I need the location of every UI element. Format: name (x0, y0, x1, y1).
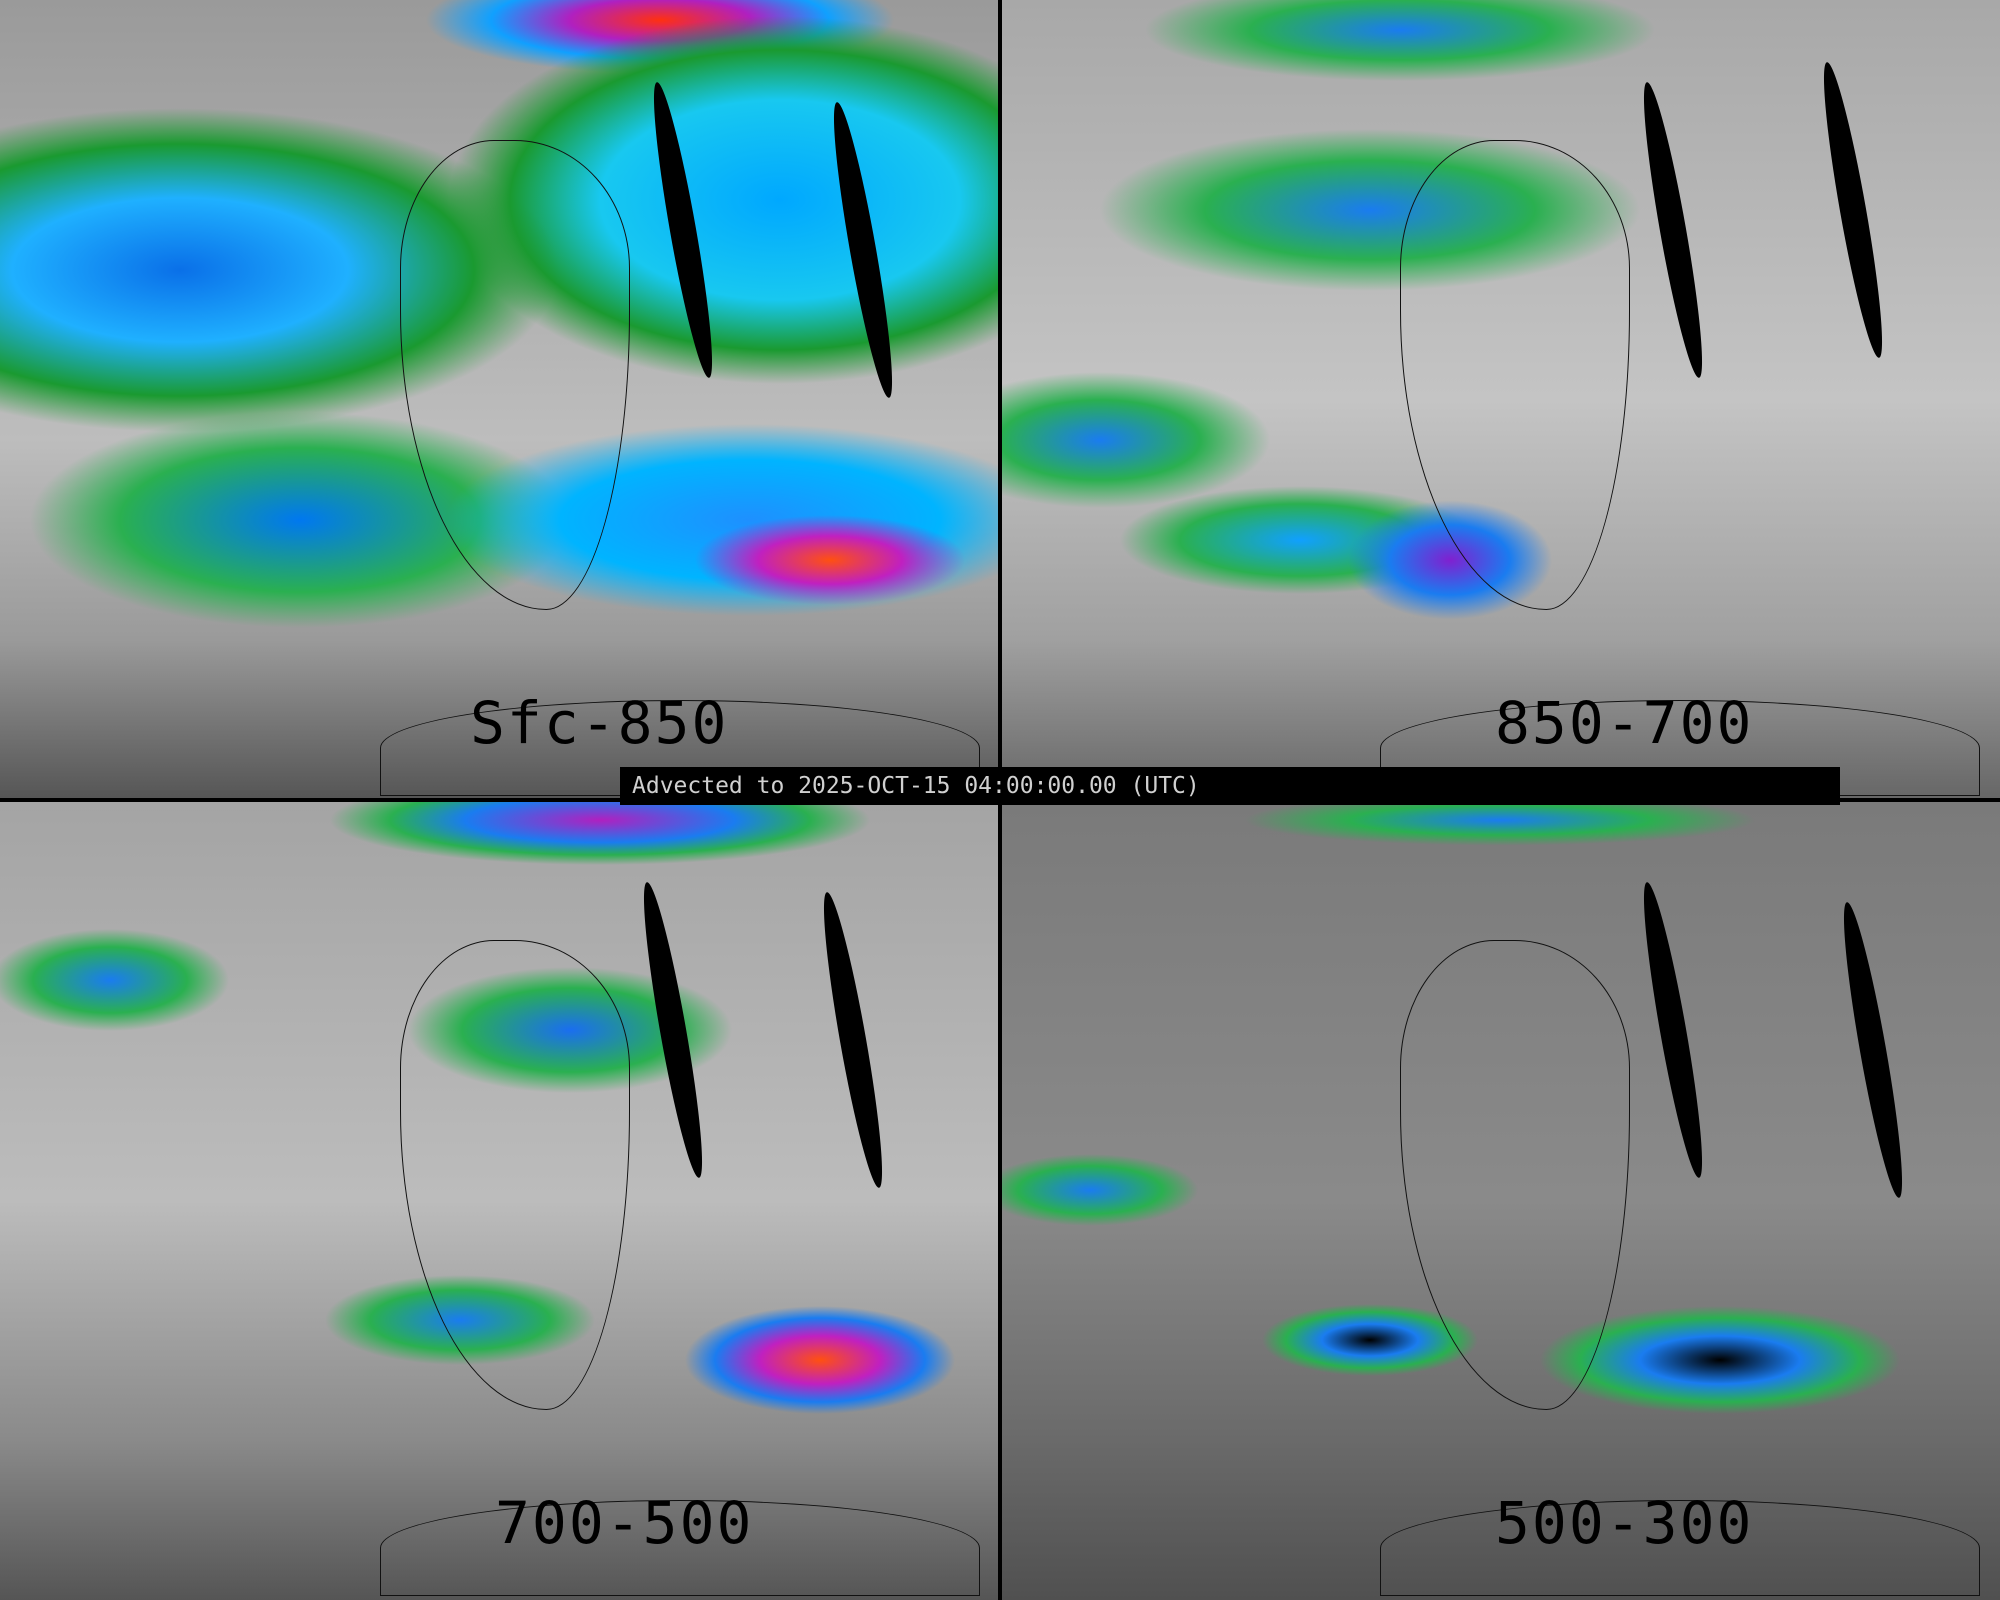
data-gap-streak (1634, 880, 1712, 1180)
south-america-outline (400, 940, 630, 1410)
data-gap-streak (1814, 60, 1892, 360)
data-gap-streak (814, 890, 892, 1190)
antarctica-outline (380, 1500, 980, 1596)
advection-time-banner: Advected to 2025-OCT-15 04:00:00.00 (UTC… (620, 767, 1840, 805)
data-gap-streak (644, 80, 722, 380)
map-panel-850-700: 850-700 (1000, 0, 2000, 800)
data-gap-streak (824, 100, 902, 400)
south-america-outline (400, 140, 630, 610)
data-gap-streak (1834, 900, 1912, 1200)
layer-label: Sfc-850 (470, 689, 729, 757)
data-gap-streak (634, 880, 712, 1180)
map-panel-700-500: 700-500 (0, 800, 1000, 1600)
antarctica-outline (1380, 1500, 1980, 1596)
layer-label: 850-700 (1495, 689, 1754, 757)
map-panel-500-300: 500-300 (1000, 800, 2000, 1600)
south-america-outline (1400, 940, 1630, 1410)
south-america-outline (1400, 140, 1630, 610)
data-gap-streak (1634, 80, 1712, 380)
layer-label: 500-300 (1495, 1489, 1754, 1557)
map-panel-sfc-850: Sfc-850 (0, 0, 1000, 800)
layer-label: 700-500 (495, 1489, 754, 1557)
